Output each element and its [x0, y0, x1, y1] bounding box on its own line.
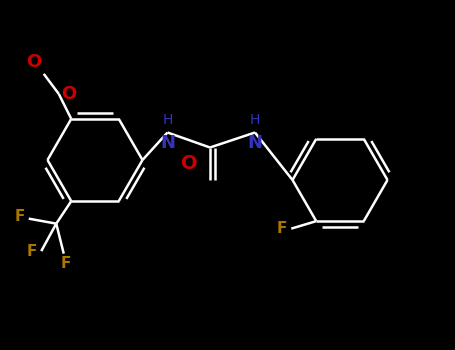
Text: O: O [61, 85, 76, 103]
Text: F: F [27, 244, 37, 259]
Text: O: O [26, 53, 41, 71]
Text: F: F [277, 221, 287, 236]
Text: N: N [248, 133, 263, 152]
Text: O: O [181, 154, 197, 173]
Text: N: N [160, 133, 175, 152]
Text: F: F [61, 256, 71, 271]
Text: H: H [162, 112, 173, 126]
Text: F: F [15, 209, 25, 224]
Text: H: H [250, 112, 260, 126]
